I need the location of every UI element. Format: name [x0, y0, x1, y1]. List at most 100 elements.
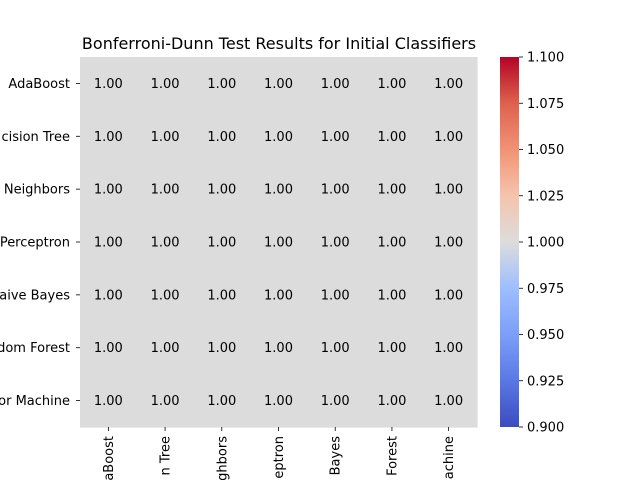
heatmap-cell [420, 215, 478, 270]
column-tick-label: ghbors [215, 436, 230, 480]
heatmap-cell [420, 57, 478, 111]
heatmap-cell [420, 109, 478, 164]
cell-value-label: 1.00 [434, 130, 463, 145]
column-tick-label: aBoost [102, 436, 117, 480]
heatmap-cell [363, 268, 421, 322]
heatmap-cell [363, 321, 421, 375]
cell-value-label: 1.00 [377, 341, 406, 356]
cell-value-label: 1.00 [207, 288, 236, 303]
cell-value-label: 1.00 [321, 183, 350, 198]
column-tick-label: Forest [385, 436, 400, 476]
heatmap-cell [363, 162, 421, 217]
cell-value-label: 1.00 [434, 341, 463, 356]
cell-value-label: 1.00 [434, 77, 463, 92]
colorbar-tick-label: 0.925 [527, 374, 564, 389]
colorbar-tick-label: 1.075 [527, 97, 564, 112]
heatmap-cell [193, 57, 251, 111]
heatmap-cell [250, 109, 308, 164]
row-tick-label: cision Tree [1, 130, 70, 145]
cell-value-label: 1.00 [94, 394, 123, 409]
row-tick-label: or Machine [0, 394, 70, 409]
cell-value-label: 1.00 [151, 130, 180, 145]
colorbar-tick-label: 1.025 [527, 189, 564, 204]
cell-value-label: 1.00 [264, 130, 293, 145]
cell-value-label: 1.00 [94, 341, 123, 356]
colorbar-tick-label: 0.975 [527, 282, 564, 297]
cell-value-label: 1.00 [377, 394, 406, 409]
colorbar: 0.900 0.925 0.950 0.975 1.000 1.025 1.050 1.075… [500, 51, 564, 436]
heatmap-cell [80, 374, 138, 428]
cell-value-label: 1.00 [151, 183, 180, 198]
cell-value-label: 1.00 [434, 183, 463, 198]
heatmap-cell [80, 162, 138, 217]
cell-value-label: 1.00 [264, 236, 293, 251]
cell-value-label: 1.00 [377, 288, 406, 303]
heatmap-cell [80, 268, 138, 322]
heatmap-cell [306, 215, 365, 270]
cell-value-label: 1.00 [151, 236, 180, 251]
column-tick-label: Bayes [329, 436, 344, 476]
heatmap-cell [306, 268, 365, 322]
cell-value-label: 1.00 [94, 236, 123, 251]
row-tick-label: AdaBoost [8, 77, 70, 92]
cell-value-label: 1.00 [151, 77, 180, 92]
cell-value-label: 1.00 [94, 288, 123, 303]
cell-value-label: 1.00 [207, 236, 236, 251]
cell-value-label: 1.00 [321, 236, 350, 251]
cell-value-label: 1.00 [94, 77, 123, 92]
cell-value-label: 1.00 [207, 183, 236, 198]
heatmap-cell [306, 109, 365, 164]
cell-value-label: 1.00 [94, 183, 123, 198]
cell-value-label: 1.00 [151, 394, 180, 409]
heatmap-cell [306, 162, 365, 217]
cell-value-label: 1.00 [264, 183, 293, 198]
cell-value-label: 1.00 [321, 77, 350, 92]
cell-value-label: 1.00 [321, 341, 350, 356]
row-tick-labels: AdaBoost cision Tree Neighbors Perceptron ai… [0, 77, 80, 409]
heatmap-cell [363, 57, 421, 111]
cell-value-label: 1.00 [377, 183, 406, 198]
colorbar-tick-label: 1.100 [527, 51, 564, 66]
cell-value-label: 1.00 [434, 288, 463, 303]
row-tick-label: Perceptron [0, 236, 70, 251]
heatmap-cell [136, 109, 195, 164]
heatmap-cell [250, 321, 308, 375]
cell-value-label: 1.00 [321, 288, 350, 303]
heatmap-cell [193, 162, 251, 217]
row-tick-label: aive Bayes [0, 288, 70, 303]
heatmap-cell [250, 374, 308, 428]
heatmap-cell [420, 321, 478, 375]
column-tick-label: n Tree [159, 436, 174, 475]
heatmap-cell [420, 374, 478, 428]
heatmap-cell [306, 321, 365, 375]
cell-value-label: 1.00 [321, 394, 350, 409]
heatmap-cell [306, 374, 365, 428]
cell-value-label: 1.00 [264, 288, 293, 303]
cell-value-label: 1.00 [321, 130, 350, 145]
cell-value-label: 1.00 [434, 236, 463, 251]
cell-value-label: 1.00 [264, 394, 293, 409]
heatmap-cell [193, 109, 251, 164]
colorbar-tick-label: 0.950 [527, 328, 564, 343]
cell-value-label: 1.00 [207, 130, 236, 145]
cell-value-label: 1.00 [207, 341, 236, 356]
heatmap-cells: 1.00 1.00 1.00 1.00 1.00 1.00 1.00 1.00 1.00 1.00… [80, 57, 478, 428]
heatmap-cell [363, 215, 421, 270]
heatmap-cell [136, 215, 195, 270]
column-tick-label: eptron [272, 436, 287, 479]
heatmap-cell [80, 321, 138, 375]
heatmap-cell [136, 57, 195, 111]
cell-value-label: 1.00 [377, 236, 406, 251]
row-tick-label: Neighbors [4, 183, 70, 198]
heatmap-cell [193, 268, 251, 322]
heatmap-cell [193, 321, 251, 375]
heatmap-cell [250, 57, 308, 111]
colorbar-tick-label: 1.000 [527, 236, 564, 251]
heatmap-cell [193, 215, 251, 270]
colorbar-tick-label: 0.900 [527, 421, 564, 436]
heatmap-cell [420, 268, 478, 322]
colorbar-tick-label: 1.050 [527, 143, 564, 158]
heatmap-cell [250, 268, 308, 322]
heatmap-cell [136, 374, 195, 428]
